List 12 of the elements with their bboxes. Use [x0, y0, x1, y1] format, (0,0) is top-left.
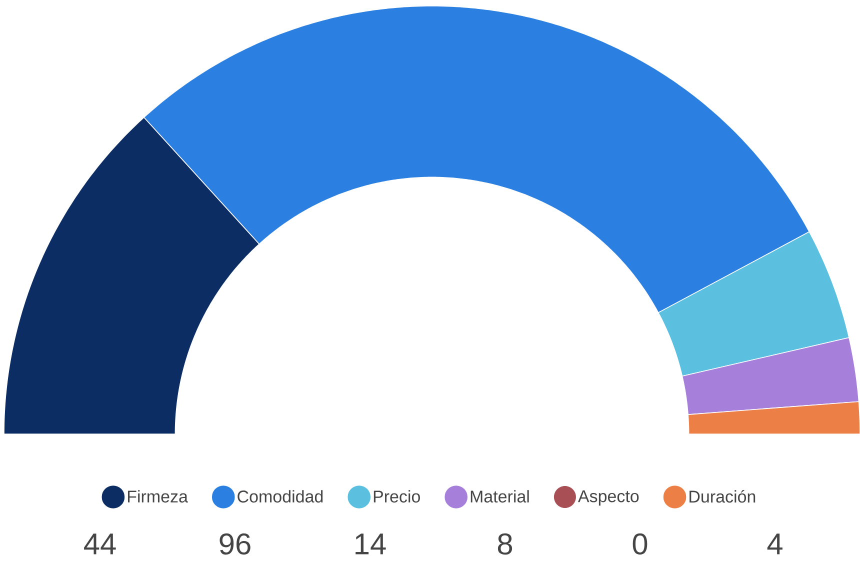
legend-label: Duración	[690, 490, 756, 503]
data-label: 44	[84, 534, 116, 554]
legend-label: Firmeza	[128, 490, 188, 503]
legend-label: Material	[470, 490, 529, 503]
data-label: 8	[498, 533, 512, 555]
data-label: 14	[356, 534, 386, 554]
legend-label: Aspecto	[578, 490, 639, 506]
data-label: 4	[767, 534, 782, 554]
data-label: 96	[220, 533, 250, 555]
legend-label: Precio	[374, 490, 420, 503]
legend-label: Comodidad	[238, 490, 323, 503]
text: 0	[632, 533, 648, 555]
